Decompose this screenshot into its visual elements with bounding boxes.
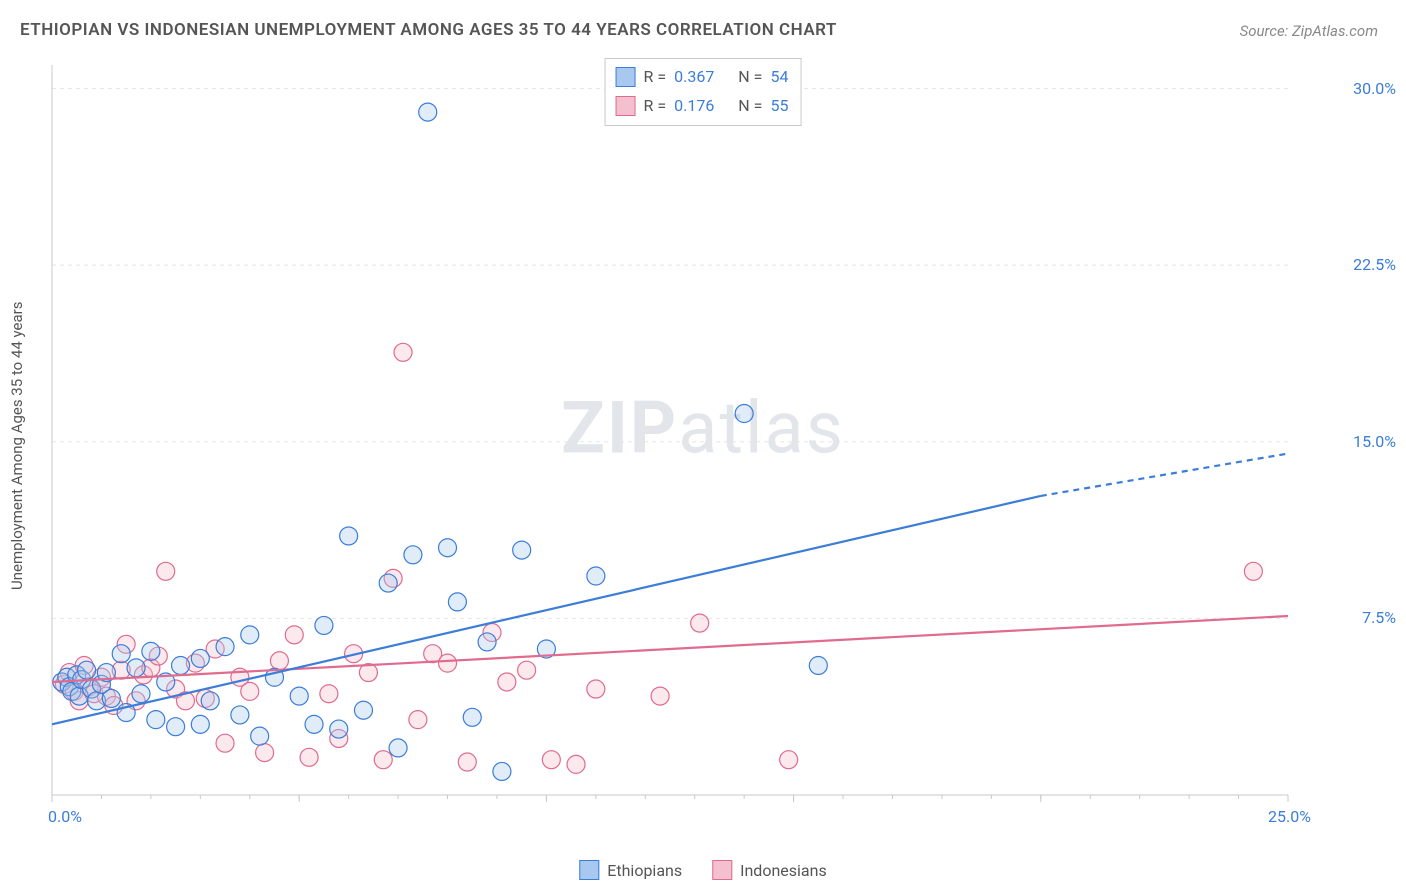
scatter-plot <box>48 55 1348 825</box>
n-value-series2: 55 <box>770 92 788 121</box>
y-axis-label: Unemployment Among Ages 35 to 44 years <box>8 302 26 590</box>
r-label: R = <box>644 63 667 92</box>
r-value-series2: 0.176 <box>674 92 714 121</box>
swatch-series1 <box>616 67 636 87</box>
swatch-series2 <box>616 96 636 116</box>
n-label: N = <box>738 63 762 92</box>
chart-container: ETHIOPIAN VS INDONESIAN UNEMPLOYMENT AMO… <box>0 0 1406 892</box>
legend-row-series2: R = 0.176 N = 55 <box>616 92 789 121</box>
r-n-legend: R = 0.367 N = 54 R = 0.176 N = 55 <box>605 58 802 126</box>
legend-label-series2: Indonesians <box>740 861 827 880</box>
legend-row-series1: R = 0.367 N = 54 <box>616 63 789 92</box>
y-axis-tick-label: 22.5% <box>1353 255 1396 274</box>
chart-title: ETHIOPIAN VS INDONESIAN UNEMPLOYMENT AMO… <box>20 20 837 40</box>
series-legend: Ethiopians Indonesians <box>579 860 826 880</box>
legend-item-series1: Ethiopians <box>579 860 682 880</box>
legend-label-series1: Ethiopians <box>607 861 682 880</box>
x-axis-max-label: 25.0% <box>1268 807 1311 826</box>
n-label: N = <box>738 92 762 121</box>
swatch-series2-bottom <box>712 860 732 880</box>
y-axis-tick-label: 30.0% <box>1353 79 1396 98</box>
y-axis-tick-label: 7.5% <box>1362 608 1396 627</box>
swatch-series1-bottom <box>579 860 599 880</box>
n-value-series1: 54 <box>770 63 788 92</box>
source-label: Source: ZipAtlas.com <box>1240 22 1378 40</box>
y-axis-tick-label: 15.0% <box>1353 432 1396 451</box>
r-label: R = <box>644 92 667 121</box>
legend-item-series2: Indonesians <box>712 860 827 880</box>
r-value-series1: 0.367 <box>674 63 714 92</box>
x-axis-min-label: 0.0% <box>48 807 82 826</box>
